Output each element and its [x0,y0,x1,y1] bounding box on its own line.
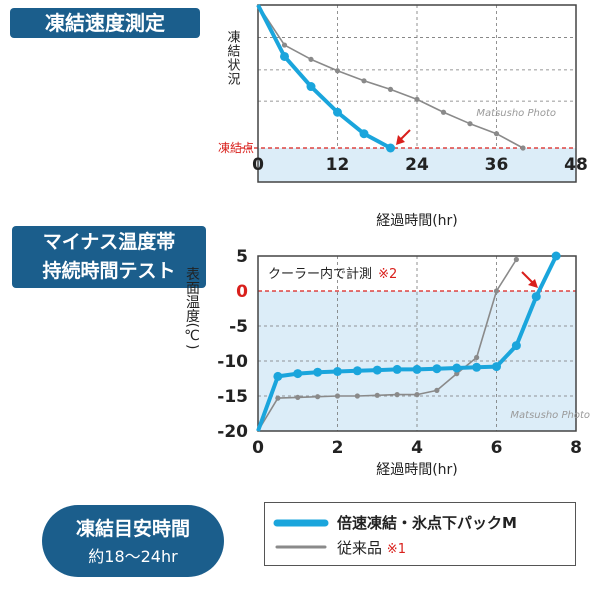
y-tick-label: -5 [229,317,248,337]
data-point-product [551,251,561,261]
data-point-conventional [467,121,473,127]
x-tick-label: 0 [252,438,264,458]
data-point-product [280,51,289,61]
data-point-conventional [414,392,420,398]
chart2-title-line1: マイナス温度帯 [42,231,176,253]
measurement-note: クーラー内で計測 ※2 [268,266,397,282]
data-point-product [511,341,521,351]
freezing-speed-chart: 0 12 24 36 48 凍結状況 凍結点 経過時間(hr) Matsusho Pho… [218,4,588,229]
data-point-conventional [440,109,447,115]
data-point-product [432,364,442,374]
data-point-product [412,364,422,374]
y-tick-label: -15 [217,387,248,407]
data-point-conventional [295,394,301,400]
y-tick-label: 0 [236,282,248,302]
data-point-conventional [334,68,341,74]
legend-item-product: 倍速凍結・氷点下パックM [337,512,517,533]
arrow-icon [396,129,411,145]
y-tick-label: -20 [217,422,248,442]
data-point-conventional [281,42,288,48]
y-axis-label: 凍結状況 [225,29,241,86]
data-point-conventional [520,145,526,151]
y-tick-label: -10 [217,352,248,372]
data-point-conventional [394,392,400,398]
data-point-product [333,367,342,376]
freezing-point-label: 凍結点 [218,141,254,155]
x-tick-label: 12 [326,155,350,175]
arrow-icon [521,271,538,288]
x-axis-label: 経過時間(hr) [376,462,458,478]
data-point-conventional [361,78,367,84]
legend-item-conventional: 従来品 ※1 [337,537,406,558]
series-line-conventional [257,4,524,149]
y-tick-label: 5 [236,247,248,267]
chart2-title-badge: マイナス温度帯 持続時間テスト [12,226,206,288]
data-point-conventional [493,288,500,294]
data-point-product [352,366,362,376]
chart2-title-line2: 持続時間テスト [42,260,176,282]
data-point-conventional [315,394,321,400]
data-point-conventional [334,393,341,399]
legend-note-conventional: ※1 [386,542,406,557]
data-point-product [492,362,501,372]
legend-label-conventional: 従来品 [337,539,383,557]
data-point-product [531,292,541,302]
watermark: Matsusho Photo [476,108,556,119]
freeze-guide-title: 凍結目安時間 [75,518,190,540]
series-line-product [256,4,392,150]
chart1-title: 凍結速度測定 [45,11,165,35]
x-tick-label: 0 [252,155,264,175]
measurement-note-text: クーラー内で計測 [268,266,372,282]
series-line-conventional [257,259,518,432]
legend: 倍速凍結・氷点下パックM 従来品 ※1 [264,502,576,566]
x-tick-label: 36 [485,155,509,175]
plot-frame [257,4,577,183]
x-tick-label: 48 [564,155,588,175]
x-axis-label: 経過時間(hr) [376,213,458,229]
data-point-conventional [354,393,360,399]
legend-label-product: 倍速凍結・氷点下パックM [337,514,517,532]
chart1-title-badge: 凍結速度測定 [10,8,200,38]
data-point-product [452,363,462,373]
plot-frame [257,255,577,432]
data-point-conventional [387,86,394,92]
data-point-conventional [513,256,519,263]
x-tick-label: 4 [411,438,423,458]
data-point-product [372,365,382,375]
x-tick-label: 2 [332,438,344,458]
data-point-product [386,143,395,153]
data-point-conventional [275,395,281,401]
data-point-conventional [493,131,500,137]
data-point-product [273,371,283,381]
y-axis-label: 表面温度(℃) [184,267,200,350]
data-point-conventional [434,387,440,393]
data-point-product [293,369,303,379]
x-tick-label: 8 [570,438,582,458]
data-point-product [472,362,482,372]
data-point-conventional [414,96,420,102]
data-point-product [359,129,369,139]
data-point-conventional [308,56,314,62]
measurement-note-mark: ※2 [378,267,397,282]
data-point-conventional [374,392,380,398]
frozen-band [258,148,576,182]
x-tick-label: 24 [405,155,429,175]
data-point-product [306,82,316,92]
freeze-guide-value: 約18〜24hr [88,547,178,566]
data-point-conventional [474,354,480,361]
freeze-guide-badge: 凍結目安時間 約18〜24hr [42,505,224,577]
grid [258,5,576,148]
temperature-duration-chart: 0 2 4 6 8 5 0 -5 -10 -15 -20 表面温度(℃) 経過時間(hr) クーラー… [184,247,590,478]
data-point-product [333,107,342,117]
x-tick-label: 6 [491,438,503,458]
watermark: Matsusho Photo [510,410,590,421]
series-line-product [256,255,558,432]
data-point-product [392,364,402,374]
data-point-product [313,367,323,377]
